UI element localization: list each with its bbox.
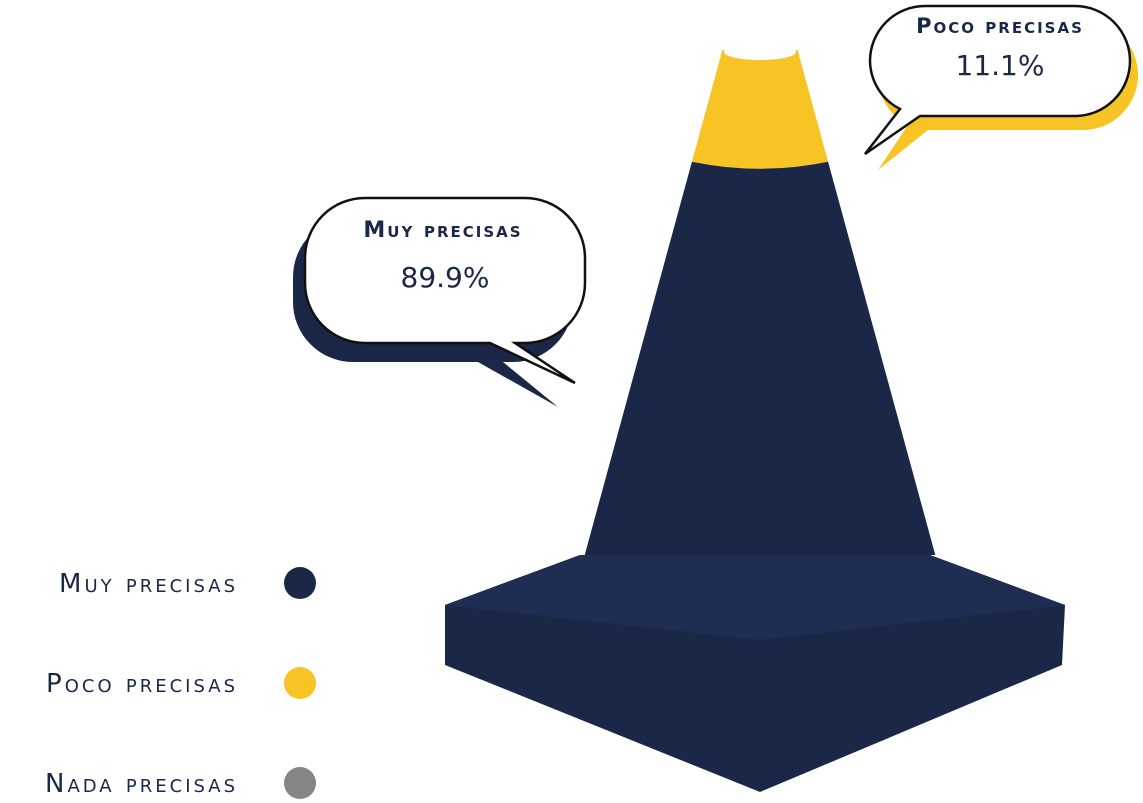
legend: Muy precisas Poco precisas Nada precisas [45,567,316,799]
cone-opening [724,44,796,60]
callout-value: 89.9% [401,261,490,294]
legend-label: Nada precisas [45,769,238,799]
callout-label: Muy precisas [363,218,522,243]
legend-swatch [284,767,316,799]
legend-label: Poco precisas [46,669,238,699]
legend-label: Muy precisas [59,569,238,599]
cone-segment [691,50,829,169]
legend-swatch [284,667,316,699]
cone-segment [584,161,936,555]
cone-body [584,50,936,555]
callout: Poco precisas 11.1% [864,4,1138,170]
cone-base-top [445,555,1065,640]
callout-value: 11.1% [956,49,1045,82]
callout: Muy precisas 89.9% [293,196,587,407]
legend-swatch [284,567,316,599]
callout-label: Poco precisas [916,14,1084,38]
